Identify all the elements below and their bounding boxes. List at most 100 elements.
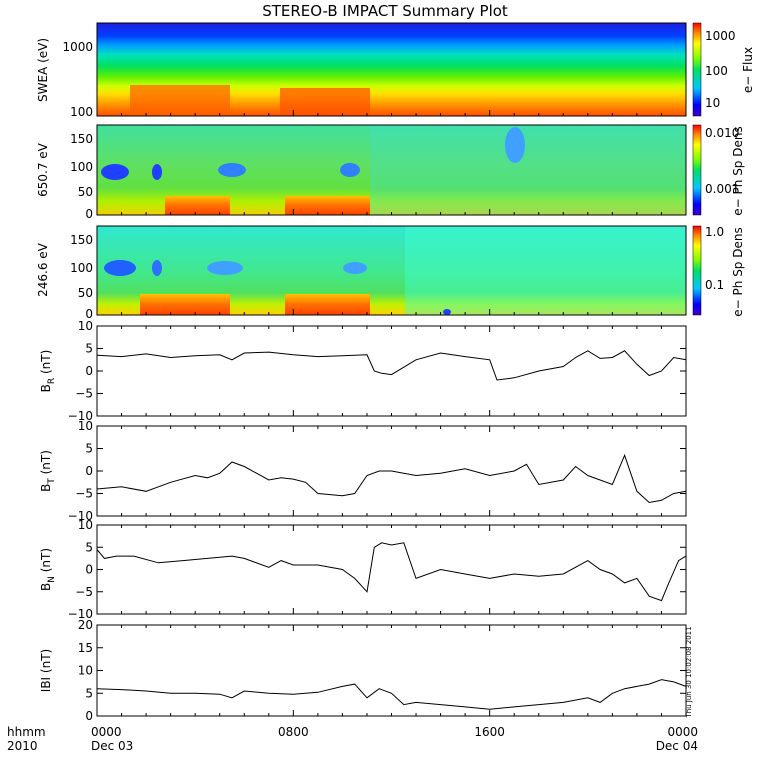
panel-pad-246: 150 100 50 0 246.6 eV 1.0 0.1 e− Ph Sp D… (36, 126, 745, 321)
pad246-ytick-150: 150 (70, 233, 93, 247)
swea-cbar-tick-10: 10 (705, 96, 720, 110)
panel-br: 10 5 0 −5 −10 BR (nT) (39, 319, 687, 423)
br-ylabel: BR (nT) (39, 350, 57, 393)
swea-cbar-tick-100: 100 (705, 64, 728, 78)
bt-ytick-label: −10 (68, 509, 93, 523)
pad650-blue-spot-1 (101, 164, 129, 180)
br-ylabel-sub: R (47, 378, 57, 384)
pad246-blue-spot-4 (343, 262, 367, 274)
panel-bn: 10 5 0 −5 −10 BN (nT) (39, 518, 687, 621)
bt-ytick-label: 10 (78, 419, 93, 433)
time-tick-date: Dec 03 (91, 739, 133, 753)
br-ylabel-unit: (nT) (39, 350, 53, 378)
swea-colorbar (692, 22, 702, 117)
bn-ytick-label: 10 (78, 518, 93, 532)
bt-series-line (96, 453, 687, 504)
br-ytick-label: 0 (85, 364, 93, 378)
bmag-ytick-label: 15 (78, 641, 93, 655)
bmag-ylabel-main: IBI (39, 677, 53, 692)
swea-ytick-1000: 1000 (62, 40, 93, 54)
panel-pad-650: 150 100 50 0 650.7 eV 0.010 0.001 (36, 124, 739, 221)
br-ytick-label: 5 (85, 342, 93, 356)
pad650-ytick-100: 100 (70, 160, 93, 174)
bmag-series-line (96, 679, 687, 710)
time-tick-label: 0000 (667, 725, 698, 739)
time-tick-label: 0000 (91, 725, 122, 739)
bn-series-line (96, 542, 687, 602)
pad246-ytick-50: 50 (78, 286, 93, 300)
pad650-ytick-150: 150 (70, 132, 93, 146)
br-series-line (96, 350, 687, 381)
swea-cbar-label: e− Flux (741, 47, 755, 93)
bn-ytick-label: 5 (85, 540, 93, 554)
swea-hot-interval-1 (130, 85, 230, 116)
pad246-hot-2 (285, 294, 370, 315)
figure-title: STEREO-B IMPACT Summary Plot (262, 2, 508, 20)
pad246-ylabel: 246.6 eV (36, 242, 50, 297)
pad246-blue-spot-5 (443, 309, 451, 315)
pad246-ytick-0: 0 (85, 307, 93, 321)
swea-ytick-100: 100 (70, 105, 93, 119)
bmag-ytick-label: 10 (78, 664, 93, 678)
pad246-colorbar (692, 225, 702, 316)
panel-bmag: 20 15 10 5 0 IBI (nT) (39, 618, 687, 723)
pad650-ytick-50: 50 (78, 185, 93, 199)
bn-ylabel: BN (nT) (39, 548, 57, 591)
pad246-cbar-tick-01: 0.1 (705, 278, 724, 292)
pad246-blue-spot-3 (207, 261, 243, 275)
br-ytick-label: −5 (75, 387, 93, 401)
bn-ytick-label: −5 (75, 585, 93, 599)
time-tick-label: 1600 (474, 725, 505, 739)
br-frame (96, 325, 687, 417)
bmag-ytick-label: 5 (85, 686, 93, 700)
bt-ytick-label: −5 (75, 487, 93, 501)
pad650-blue-spot-2 (152, 164, 162, 180)
bt-ytick-label: 5 (85, 442, 93, 456)
pad650-region-late (370, 125, 686, 215)
bn-frame (96, 524, 687, 615)
time-tick-date: Dec 04 (656, 739, 698, 753)
pad650-hot-1 (165, 196, 230, 215)
pad246-ytick-100: 100 (70, 261, 93, 275)
bt-ylabel-unit: (nT) (39, 450, 53, 478)
bn-ylabel-sub: N (47, 576, 57, 583)
time-axis-row2-label: 2010 (7, 739, 38, 753)
pad650-ytick-0: 0 (85, 207, 93, 221)
swea-cbar-tick-1000: 1000 (705, 29, 736, 43)
panel-bt: 10 5 0 −5 −10 BT (nT) (39, 419, 687, 523)
bt-ylabel-sub: T (47, 478, 57, 485)
time-axis-row1-label: hhmm (7, 725, 46, 739)
pad650-hot-2 (285, 196, 370, 215)
pad650-cbar-tick-0010: 0.010 (705, 126, 739, 140)
bmag-ytick-label: 0 (85, 709, 93, 723)
pad650-colorbar (692, 124, 702, 216)
bt-ylabel: BT (nT) (39, 450, 57, 492)
pad246-hot-1 (140, 294, 230, 315)
pad650-blue-spot-4 (340, 163, 360, 177)
bmag-ylabel-unit: (nT) (39, 649, 53, 677)
swea-ylabel: SWEA (eV) (36, 38, 50, 102)
pad246-blue-spot-1 (104, 260, 136, 276)
pad650-cbar-tick-0001: 0.001 (705, 182, 739, 196)
time-tick-label: 0800 (278, 725, 309, 739)
pad650-ylabel: 650.7 eV (36, 142, 50, 197)
bn-ylabel-unit: (nT) (39, 548, 53, 576)
bmag-ylabel: IBI (nT) (39, 649, 53, 692)
bt-ylabel-main: B (39, 484, 53, 492)
swea-hot-interval-2 (280, 88, 370, 116)
panel-swea: 1000 100 SWEA (eV) 1000 100 10 e− Flux (36, 22, 755, 119)
bn-ytick-label: −10 (68, 607, 93, 621)
generation-stamp: Thu Jun 30 10:02:08 2011 (685, 626, 693, 718)
pad246-cbar-label: e− Ph Sp Dens (731, 227, 745, 316)
bmag-frame (96, 624, 687, 717)
pad650-blue-spot-3 (218, 163, 246, 177)
pad246-region-late (405, 226, 686, 315)
pad246-cbar-tick-1: 1.0 (705, 225, 724, 239)
bt-ytick-label: 0 (85, 464, 93, 478)
br-ytick-label: 10 (78, 319, 93, 333)
pad246-blue-spot-2 (152, 260, 162, 276)
bmag-ytick-label: 20 (78, 618, 93, 632)
